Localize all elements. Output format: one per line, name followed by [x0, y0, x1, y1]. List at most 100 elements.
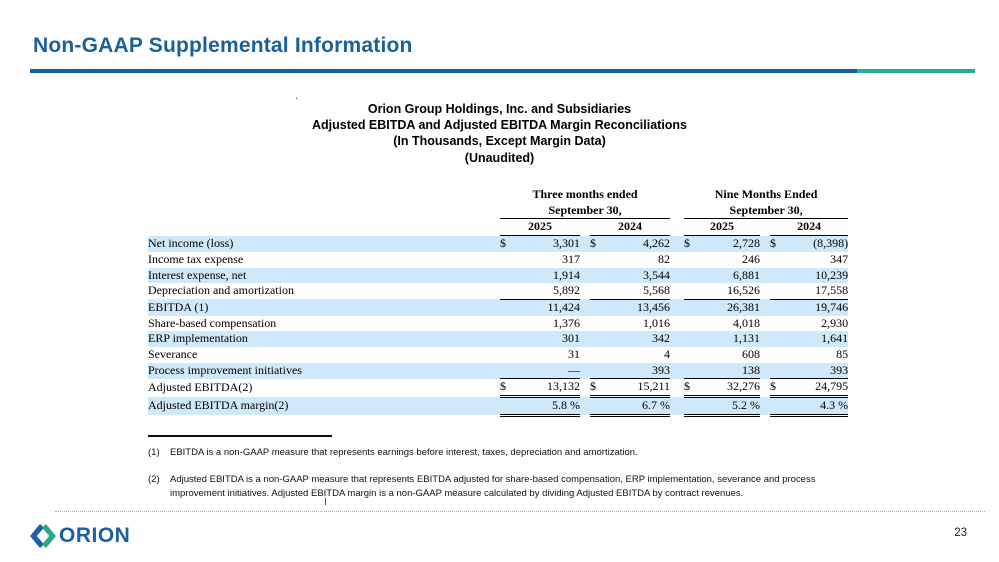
orion-logo-text: ORION	[59, 524, 131, 547]
cell-value: 1,131	[700, 331, 761, 348]
cell-value: (8,398)	[786, 235, 849, 252]
cell-value: 31	[568, 347, 580, 362]
cell-value: 138	[700, 362, 761, 380]
cell-value: 11,424	[516, 299, 580, 316]
cell-value: 4.3 %	[786, 396, 849, 417]
row-label: Severance	[148, 347, 198, 362]
table-row-erp: ERP implementation 301 342 1,131 1,641	[148, 331, 849, 348]
heading-line-subject: Adjusted EBITDA and Adjusted EBITDA Marg…	[311, 118, 688, 133]
cell-value: 1,016	[643, 315, 671, 330]
dollar-sign: $	[684, 235, 701, 252]
cell-value: 5,892	[516, 283, 580, 300]
cell-value: 15,211	[606, 378, 671, 399]
cell-value: 85	[836, 347, 849, 362]
text-cursor-artifact	[325, 498, 326, 505]
footer-dotted-rule	[55, 511, 985, 512]
cell-value: 3,301	[516, 235, 580, 252]
row-label: Adjusted EBITDA(2)	[148, 379, 253, 394]
cell-value: 13,132	[516, 378, 580, 399]
table-row-interest-expense: Interest expense, net 1,914 3,544 6,881 …	[148, 267, 849, 284]
cell-value: 317	[562, 251, 580, 266]
dollar-sign: $	[500, 378, 516, 399]
title-accent-rule	[30, 69, 975, 73]
row-label: Income tax expense	[148, 251, 244, 266]
row-label: EBITDA (1)	[148, 299, 500, 316]
cell-value: 1,376	[553, 315, 580, 330]
cell-value: 301	[516, 331, 580, 348]
row-label: Share-based compensation	[148, 315, 277, 330]
dollar-sign: $	[590, 235, 606, 252]
table-row-severance: Severance 31 4 608 85	[148, 347, 848, 363]
dollar-sign: $	[770, 378, 787, 399]
table-row-income-tax: Income tax expense 317 82 246 347	[148, 252, 848, 268]
dollar-sign: $	[500, 235, 516, 252]
table-row-process-improvement: Process improvement initiatives — 393 13…	[148, 362, 849, 380]
cell-value: 26,381	[700, 299, 761, 316]
heading-line-units: (In Thousands, Except Margin Data)	[393, 134, 606, 149]
row-label: Interest expense, net	[148, 267, 500, 284]
cell-value: 2,930	[821, 315, 849, 330]
cell-value: 16,526	[700, 283, 761, 300]
ebitda-reconciliation-table: Three months ended September 30, Nine Mo…	[148, 187, 849, 417]
cell-value: 17,558	[786, 283, 849, 300]
cell-value: 347	[830, 251, 849, 266]
cell-value: 393	[606, 362, 671, 380]
dollar-sign: $	[590, 378, 606, 399]
footnote-marker: (1)	[148, 447, 160, 458]
heading-line-company: Orion Group Holdings, Inc. and Subsidiar…	[367, 102, 632, 116]
cell-value: 5,568	[606, 283, 671, 300]
row-label: ERP implementation	[148, 331, 500, 348]
orion-logo: ORION	[30, 524, 130, 548]
cell-value: 6.7 %	[606, 396, 671, 417]
table-row-depreciation: Depreciation and amortization 5,892 5,56…	[148, 283, 849, 300]
row-label: Adjusted EBITDA margin(2)	[148, 396, 500, 416]
footnote-2: (2) Adjusted EBITDA is a non-GAAP measur…	[148, 473, 843, 500]
table-period-header-row: Three months ended September 30, Nine Mo…	[148, 187, 849, 220]
cell-value: 10,239	[786, 267, 849, 284]
period-header-nine-months: Nine Months Ended September 30,	[684, 187, 849, 220]
dollar-sign: $	[684, 378, 701, 399]
cell-value: 82	[658, 251, 671, 266]
cell-value: 6,881	[700, 267, 761, 284]
year-header: 2024	[590, 218, 671, 237]
row-label: Process improvement initiatives	[148, 362, 500, 379]
stray-dot-artifact: .	[295, 88, 298, 102]
heading-line-unaudited: (Unaudited)	[464, 150, 535, 165]
cell-value: 342	[606, 331, 671, 348]
period-header-three-months: Three months ended September 30,	[500, 187, 671, 220]
cell-value: 4,262	[606, 235, 671, 252]
table-row-ebitda: EBITDA (1) 11,424 13,456 26,381 19,746	[148, 299, 849, 316]
table-heading-block: Orion Group Holdings, Inc. and Subsidiar…	[0, 101, 999, 166]
cell-value: 5.8 %	[516, 396, 580, 417]
cell-value: 4,018	[733, 315, 761, 330]
cell-value: 393	[786, 362, 849, 380]
footnote-1: (1) EBITDA is a non-GAAP measure that re…	[148, 446, 843, 460]
footnote-marker: (2)	[148, 474, 160, 485]
cell-value: 2,728	[700, 235, 761, 252]
cell-value: 3,544	[606, 267, 671, 284]
year-header: 2024	[770, 218, 849, 237]
table-row-net-income: Net income (loss) $ 3,301 $ 4,262 $ 2,72…	[148, 235, 849, 252]
cell-value: 32,276	[700, 378, 761, 399]
cell-value: 19,746	[786, 299, 849, 316]
page-number: 23	[954, 527, 967, 539]
cell-value: 4	[664, 347, 671, 362]
row-label: Depreciation and amortization	[148, 283, 294, 298]
cell-value: 608	[742, 347, 761, 362]
footnote-divider-line	[148, 435, 332, 437]
table-row-adjusted-ebitda: Adjusted EBITDA(2) $ 13,132 $ 15,211 $ 3…	[148, 378, 849, 399]
page-title: Non-GAAP Supplemental Information	[33, 34, 413, 57]
footnote-text: EBITDA is a non-GAAP measure that repres…	[170, 447, 638, 458]
row-label: Net income (loss)	[148, 235, 500, 252]
cell-value: 13,456	[606, 299, 671, 316]
cell-value: 246	[742, 251, 761, 266]
cell-value: 1,641	[786, 331, 849, 348]
cell-value: 5.2 %	[700, 396, 761, 417]
table-year-header-row: 2025 2024 2025 2024	[148, 218, 849, 237]
year-header: 2025	[500, 218, 580, 237]
table-row-adjusted-ebitda-margin: Adjusted EBITDA margin(2) 5.8 % 6.7 % 5.…	[148, 396, 849, 417]
orion-diamond-icon	[30, 524, 56, 548]
dollar-sign: $	[770, 235, 787, 252]
cell-value: —	[516, 362, 580, 380]
